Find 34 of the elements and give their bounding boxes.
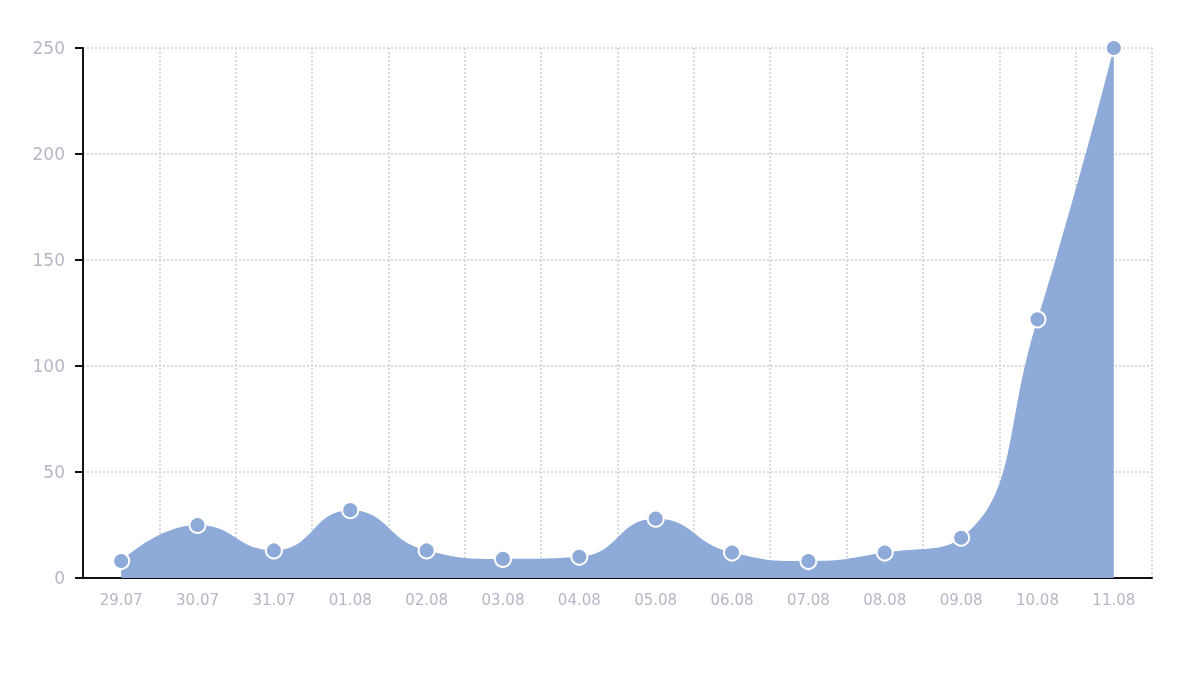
- x-tick-label: 30.07: [176, 590, 220, 609]
- point: [341, 501, 360, 520]
- x-tick-label: 09.08: [939, 590, 983, 609]
- x-tick-label: 31.07: [252, 590, 296, 609]
- x-tick-label: 11.08: [1092, 590, 1136, 609]
- y-tick-label: 100: [32, 356, 65, 376]
- point: [417, 541, 436, 560]
- x-tick-label: 01.08: [328, 590, 372, 609]
- x-tick-label: 05.08: [634, 590, 678, 609]
- y-tick-label: 50: [43, 462, 65, 482]
- point: [188, 516, 207, 534]
- point: [723, 543, 742, 562]
- x-tick-label: 04.08: [557, 590, 601, 609]
- x-tick-label: 07.08: [786, 590, 830, 609]
- point: [570, 547, 589, 566]
- point: [264, 541, 283, 560]
- y-tick-label: 250: [32, 38, 65, 58]
- point: [646, 509, 665, 528]
- x-tick-label: 08.08: [863, 590, 907, 609]
- point: [1104, 39, 1123, 57]
- x-tick-label: 03.08: [481, 590, 525, 609]
- x-tick-label: 10.08: [1015, 590, 1059, 609]
- point: [952, 528, 971, 547]
- point: [493, 549, 512, 568]
- point: [112, 552, 131, 571]
- x-tick-label: 06.08: [710, 590, 754, 609]
- y-tick-label: 0: [54, 568, 65, 588]
- y-tick-label: 200: [32, 144, 65, 164]
- y-tick-label: 150: [32, 250, 65, 270]
- point: [1028, 310, 1047, 329]
- x-tick-label: 02.08: [405, 590, 449, 609]
- point: [875, 543, 894, 562]
- x-tick-label: 29.07: [99, 590, 143, 609]
- point: [799, 552, 818, 571]
